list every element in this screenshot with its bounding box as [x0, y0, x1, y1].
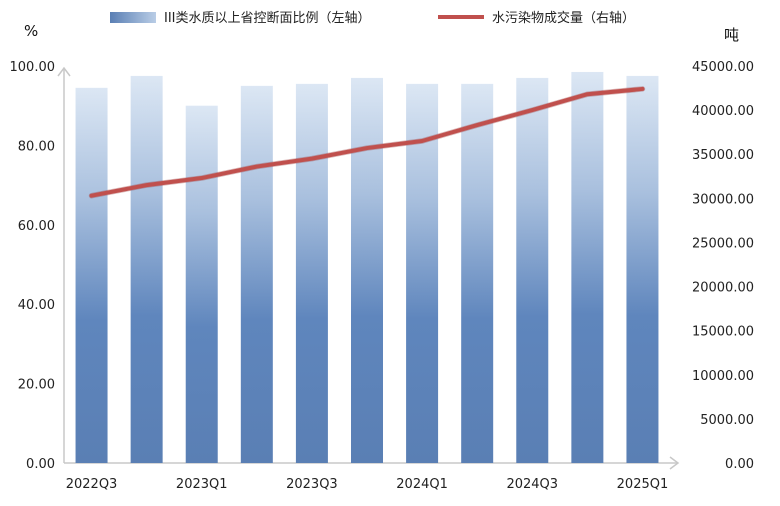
right-tick-label: 0.00	[725, 457, 754, 472]
bar	[406, 83, 439, 464]
x-tick-label: 2023Q3	[286, 477, 338, 492]
bar	[240, 85, 273, 463]
left-axis-arrow	[57, 66, 71, 77]
series-line	[89, 86, 645, 198]
legend-bar-swatch	[110, 12, 156, 23]
bar	[351, 77, 383, 463]
right-tick-label: 25000.00	[692, 236, 754, 251]
legend: III类水质以上省控断面比例（左轴） 水污染物成交量（右轴）	[110, 10, 635, 26]
right-tick-label: 45000.00	[692, 60, 754, 75]
right-tick-label: 15000.00	[692, 325, 754, 340]
bar	[75, 87, 108, 464]
right-axis-unit: 吨	[724, 26, 739, 44]
left-tick-label: 40.00	[18, 298, 55, 313]
left-tick-label: 80.00	[18, 139, 55, 154]
right-tick-label: 35000.00	[692, 148, 754, 163]
legend-line-label: 水污染物成交量（右轴）	[492, 10, 635, 26]
bar	[571, 71, 604, 463]
left-tick-label: 20.00	[18, 378, 55, 393]
right-tick-label: 5000.00	[700, 413, 754, 428]
bar	[461, 83, 494, 464]
bar	[516, 77, 549, 463]
bar	[130, 75, 163, 464]
right-tick-label: 20000.00	[692, 281, 754, 296]
left-tick-label: 100.00	[10, 60, 56, 75]
x-tick-label: 2024Q3	[506, 477, 558, 492]
bar	[295, 83, 328, 464]
x-axis-ticks: 2022Q3 2023Q1 2023Q3 2024Q1 2024Q3 2025Q1	[66, 477, 669, 492]
legend-bar-label: III类水质以上省控断面比例（左轴）	[164, 11, 371, 26]
left-tick-label: 60.00	[18, 219, 55, 234]
x-tick-label: 2025Q1	[617, 477, 669, 492]
bar	[185, 105, 218, 463]
bar-series	[75, 71, 659, 464]
left-axis-ticks: 0.00 20.00 40.00 60.00 80.00 100.00	[10, 60, 56, 472]
right-tick-label: 40000.00	[692, 104, 754, 119]
left-axis-unit: %	[24, 22, 38, 40]
right-tick-label: 30000.00	[692, 192, 754, 207]
left-tick-label: 0.00	[26, 457, 55, 472]
x-tick-label: 2024Q1	[396, 477, 448, 492]
bar	[626, 75, 659, 464]
line-series	[88, 86, 646, 199]
x-tick-label: 2023Q1	[176, 477, 228, 492]
x-axis-arrow	[669, 456, 680, 470]
right-axis-ticks: 0.00 5000.00 10000.00 15000.00 20000.00 25000…	[692, 60, 754, 472]
x-tick-label: 2022Q3	[66, 477, 118, 492]
right-tick-label: 10000.00	[692, 369, 754, 384]
